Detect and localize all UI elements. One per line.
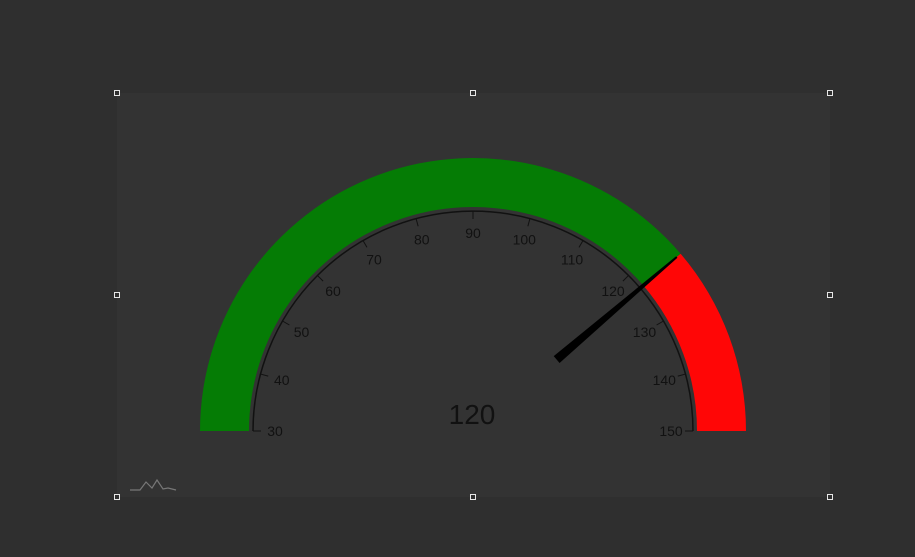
resize-handle-top-right[interactable]	[827, 90, 833, 96]
resize-handle-top-left[interactable]	[114, 90, 120, 96]
resize-handle-top-center[interactable]	[470, 90, 476, 96]
gauge-tick-40	[260, 373, 269, 377]
gauge-tick-label-140: 140	[653, 372, 677, 388]
gauge-tick-140	[677, 373, 686, 377]
resize-handle-middle-left[interactable]	[114, 292, 120, 298]
resize-handle-bottom-center[interactable]	[470, 494, 476, 500]
resize-handle-bottom-right[interactable]	[827, 494, 833, 500]
gauge-tick-120	[622, 275, 629, 282]
gauge-tick-label-150: 150	[659, 423, 683, 439]
gauge-needle	[553, 256, 678, 363]
gauge-tick-label-60: 60	[325, 283, 341, 299]
gauge-tick-labels: 30 40 50 60 70 80 90 100 110 120 130 140 150	[267, 225, 683, 439]
gauge-tick-110	[578, 240, 584, 248]
gauge-tick-130	[656, 320, 664, 326]
resize-handle-bottom-left[interactable]	[114, 494, 120, 500]
gauge-tick-label-130: 130	[633, 324, 657, 340]
gauge-ticks	[253, 211, 693, 432]
gauge-tick-label-70: 70	[366, 252, 382, 268]
gauge-band-0	[200, 158, 681, 432]
gauge-tick-label-40: 40	[274, 372, 290, 388]
chart-watermark-icon	[130, 478, 177, 491]
gauge-tick-label-100: 100	[513, 232, 537, 248]
gauge-tick-80	[415, 218, 419, 227]
gauge-needle-group	[553, 256, 678, 363]
gauge-tick-50	[282, 320, 290, 326]
gauge-tick-label-110: 110	[561, 252, 584, 268]
gauge-tick-label-80: 80	[414, 232, 430, 248]
gauge-tick-100	[527, 218, 531, 227]
gauge-tick-70	[362, 240, 368, 248]
gauge-band-1	[643, 253, 746, 431]
gauge-tick-label-90: 90	[465, 225, 481, 241]
gauge-tick-label-50: 50	[294, 324, 310, 340]
resize-handle-middle-right[interactable]	[827, 292, 833, 298]
gauge-value-label: 120	[449, 399, 496, 430]
gauge-tick-60	[317, 275, 324, 282]
gauge-tick-label-120: 120	[601, 283, 625, 299]
gauge-tick-label-30: 30	[267, 423, 283, 439]
gauge-bands	[200, 158, 746, 432]
